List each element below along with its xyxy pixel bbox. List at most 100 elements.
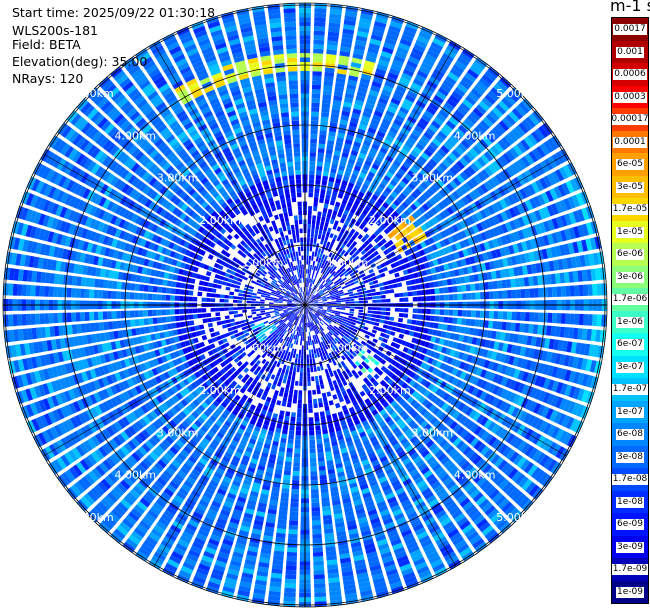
beta-gate [405,185,413,194]
beta-gate [328,274,333,279]
beta-gate [423,110,434,119]
beta-gate [392,159,401,168]
beta-gate [382,281,388,286]
beta-gate [309,278,312,284]
beta-gate [357,233,363,240]
beta-gate [316,384,321,390]
beta-gate [312,270,315,275]
beta-gate [354,301,359,304]
beta-gate [306,354,309,359]
beta-gate [416,290,422,296]
beta-gate [329,242,334,248]
beta-gate [383,320,389,325]
beta-gate [371,29,384,37]
beta-gate [309,448,316,454]
beta-gate [313,201,318,207]
beta-gate [328,176,335,183]
beta-gate [505,322,512,331]
beta-gate [380,50,393,59]
beta-gate [356,317,362,322]
beta-gate [462,293,467,300]
beta-gate [398,292,404,297]
beta-gate [402,257,409,264]
beta-gate [488,129,499,141]
beta-gate [349,244,355,250]
beta-gate [395,114,405,123]
beta-gate [382,220,390,228]
beta-gate [467,215,476,225]
beta-gate [284,465,292,471]
beta-gate [287,439,294,444]
beta-gate [477,171,486,182]
beta-gate [313,574,325,580]
beta-gate [311,349,314,354]
beta-gate [306,291,309,297]
beta-gate [306,358,310,364]
beta-gate [314,12,327,18]
beta-gate [411,212,419,220]
beta-gate [411,82,422,91]
beta-gate [307,376,311,382]
beta-gate [349,70,360,78]
beta-gate [454,109,465,120]
beta-gate [433,281,439,288]
beta-gate [405,280,412,286]
beta-gate [490,87,502,99]
beta-gate [520,312,526,321]
beta-gate [387,239,394,246]
beta-gate [359,187,367,194]
beta-gate [319,411,325,417]
beta-gate [318,229,323,235]
beta-gate [424,221,432,229]
beta-gate [293,389,298,395]
beta-gate [431,120,441,130]
beta-gate [277,367,283,373]
beta-gate [397,322,403,328]
beta-gate [476,123,487,134]
beta-gate [412,220,420,228]
beta-gate [327,40,338,46]
beta-gate [309,165,316,171]
beta-gate [278,510,288,516]
beta-gate [363,106,373,114]
beta-gate [314,353,318,358]
beta-gate [326,279,331,284]
beta-gate [353,269,359,275]
beta-gate [321,280,326,285]
beta-gate [381,89,392,97]
beta-gate [455,188,464,197]
beta-gate [320,258,324,264]
beta-gate [433,322,439,329]
beta-gate [300,363,304,368]
beta-gate [428,124,439,133]
beta-gate [427,245,434,253]
beta-gate [282,397,288,403]
beta-gate [321,180,328,186]
beta-gate [333,150,341,156]
beta-gate [288,430,295,435]
beta-gate [327,135,336,142]
beta-gate [291,412,296,418]
beta-gate [311,353,315,359]
beta-gate [367,127,377,135]
beta-gate [331,305,337,308]
beta-gate [435,309,440,315]
beta-gate [451,149,461,159]
beta-gate [387,130,397,139]
beta-gate [539,177,548,190]
beta-gate [491,176,500,187]
beta-gate [318,402,324,408]
beta-gate [325,373,331,379]
beta-gate [302,336,304,341]
beta-gate [316,161,323,167]
beta-gate [472,224,480,234]
beta-gate [358,309,364,313]
beta-gate [446,98,458,108]
beta-gate [314,375,319,381]
beta-gate [395,155,404,164]
beta-gate [322,230,327,236]
beta-gate [372,307,377,311]
beta-gate [332,159,339,165]
beta-gate [290,507,299,512]
beta-gate [356,288,362,293]
